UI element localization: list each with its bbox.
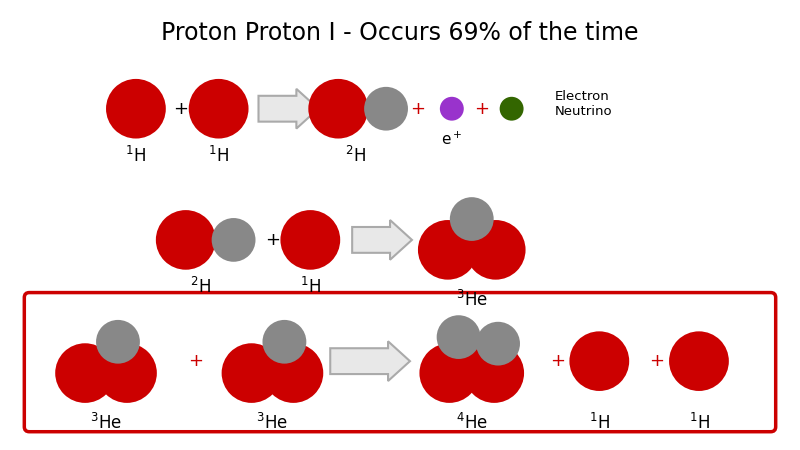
Circle shape: [464, 343, 524, 403]
Text: $\mathregular{^3}$He: $\mathregular{^3}$He: [90, 413, 122, 433]
Circle shape: [308, 79, 368, 139]
Circle shape: [364, 87, 408, 130]
Polygon shape: [258, 89, 318, 129]
Circle shape: [440, 97, 464, 121]
Circle shape: [97, 343, 157, 403]
Circle shape: [263, 343, 323, 403]
Circle shape: [262, 320, 306, 364]
Circle shape: [570, 331, 630, 391]
Text: $\mathregular{^1}$H: $\mathregular{^1}$H: [208, 145, 229, 166]
Circle shape: [55, 343, 115, 403]
Text: $\mathregular{^2}$H: $\mathregular{^2}$H: [345, 145, 366, 166]
Text: $\mathregular{^3}$He: $\mathregular{^3}$He: [456, 290, 488, 310]
Circle shape: [212, 218, 255, 262]
FancyBboxPatch shape: [24, 292, 776, 432]
Circle shape: [669, 331, 729, 391]
Polygon shape: [352, 220, 412, 260]
Circle shape: [156, 210, 216, 270]
Text: $\mathregular{^1}$H: $\mathregular{^1}$H: [300, 277, 321, 297]
Text: $\mathregular{^1}$H: $\mathregular{^1}$H: [589, 413, 610, 433]
Text: +: +: [188, 352, 203, 370]
Circle shape: [476, 322, 520, 365]
Text: $\mathregular{^1}$H: $\mathregular{^1}$H: [126, 145, 146, 166]
Text: +: +: [410, 100, 426, 118]
Text: e$\mathregular{^+}$: e$\mathregular{^+}$: [441, 130, 462, 148]
Circle shape: [500, 97, 523, 121]
Text: +: +: [474, 100, 490, 118]
Text: Proton Proton I - Occurs 69% of the time: Proton Proton I - Occurs 69% of the time: [162, 21, 638, 45]
Text: Electron
Neutrino: Electron Neutrino: [554, 90, 612, 118]
Circle shape: [281, 210, 340, 270]
Circle shape: [450, 197, 494, 241]
Text: +: +: [550, 352, 565, 370]
Circle shape: [466, 220, 526, 279]
Circle shape: [418, 220, 478, 279]
Text: +: +: [174, 100, 188, 118]
Text: +: +: [265, 231, 280, 249]
Text: $\mathregular{^2}$H: $\mathregular{^2}$H: [190, 277, 211, 297]
Text: $\mathregular{^3}$He: $\mathregular{^3}$He: [257, 413, 288, 433]
Circle shape: [106, 79, 166, 139]
Text: $\mathregular{^1}$H: $\mathregular{^1}$H: [689, 413, 710, 433]
Circle shape: [222, 343, 282, 403]
Circle shape: [96, 320, 140, 364]
Circle shape: [437, 315, 481, 359]
Polygon shape: [330, 341, 410, 381]
Circle shape: [189, 79, 249, 139]
Circle shape: [419, 343, 479, 403]
Text: +: +: [650, 352, 665, 370]
Text: $\mathregular{^4}$He: $\mathregular{^4}$He: [456, 413, 488, 433]
